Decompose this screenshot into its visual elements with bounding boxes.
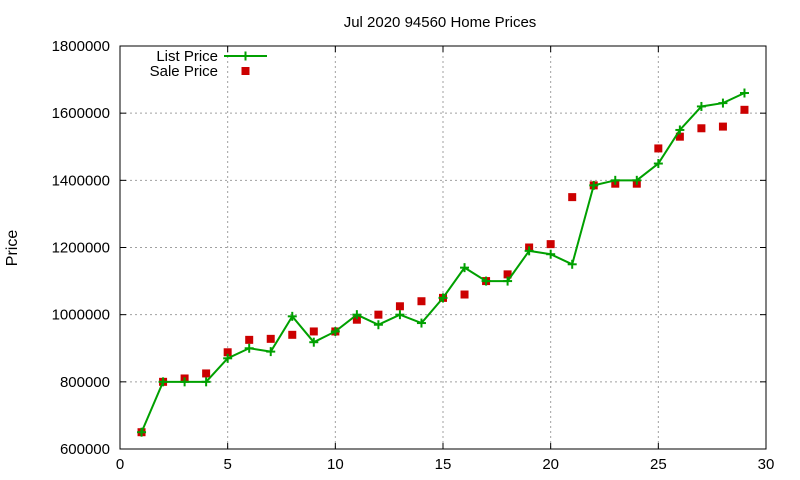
list-price-point (610, 175, 620, 185)
list-price-point (503, 276, 513, 286)
list-price-point (201, 377, 211, 387)
x-tick-label: 25 (650, 456, 667, 473)
sale-price-point (395, 302, 404, 311)
legend: List Price Sale Price (150, 48, 267, 80)
x-tick-label: 15 (435, 456, 452, 473)
list-price-point (223, 353, 233, 363)
list-price-point (180, 377, 190, 387)
list-price-point (395, 310, 405, 320)
sale-price-point (654, 144, 663, 153)
y-tick-label: 800000 (60, 374, 110, 391)
list-price-point (373, 320, 383, 330)
x-tick-label: 10 (327, 456, 344, 473)
sale-price-point (245, 335, 254, 344)
chart-title: Jul 2020 94560 Home Prices (344, 14, 537, 31)
sale-price-point (568, 193, 577, 202)
list-price-point (330, 326, 340, 336)
list-price-point (137, 427, 147, 437)
list-price-point (287, 311, 297, 321)
grid-lines (120, 46, 766, 449)
list-price-point (309, 337, 319, 347)
y-tick-label: 1600000 (52, 105, 110, 122)
series-layer (137, 88, 749, 437)
sale-price-point (309, 327, 318, 336)
list-price-point (696, 101, 706, 111)
legend-label-sale-price: Sale Price (150, 63, 218, 80)
list-price-point (675, 125, 685, 135)
sale-price-point (374, 310, 383, 319)
sale-price-point (503, 270, 512, 279)
sale-price-point (740, 105, 749, 114)
sale-price-point (546, 240, 555, 249)
axis-ticks (119, 45, 767, 450)
sale-price-point (288, 330, 297, 339)
list-price-point (438, 293, 448, 303)
tick-labels: 0 5 10 15 20 25 30 600000 800000 1000000 1200000 14… (52, 38, 775, 473)
y-tick-label: 1000000 (52, 307, 110, 324)
list-price-point (158, 377, 168, 387)
list-price-point (632, 175, 642, 185)
list-price-point (416, 318, 426, 328)
list-price-point (352, 310, 362, 320)
list-price-point (653, 159, 663, 169)
legend-label-list-price: List Price (156, 48, 218, 65)
x-tick-label: 0 (116, 456, 124, 473)
sale-price-point (718, 122, 727, 131)
list-price-point (481, 276, 491, 286)
y-tick-label: 1800000 (52, 38, 110, 55)
list-price-point (460, 263, 470, 273)
legend-swatch-sale-price (241, 67, 250, 75)
y-tick-label: 1200000 (52, 240, 110, 257)
y-tick-label: 1400000 (52, 172, 110, 189)
legend-swatch-list-price (224, 51, 267, 61)
sale-price-point (417, 297, 426, 306)
sale-price-point (460, 290, 469, 299)
list-price-point (524, 246, 534, 256)
sale-price-point (266, 334, 275, 343)
sale-price-point (223, 348, 232, 357)
list-price-point (244, 343, 254, 353)
y-axis-label: Price (4, 230, 21, 267)
y-tick-label: 600000 (60, 441, 110, 458)
list-price-point (266, 347, 276, 357)
list-price-point (718, 98, 728, 108)
sale-price-point (352, 315, 361, 324)
list-price-point (739, 88, 749, 98)
sale-price-point (697, 124, 706, 133)
list-price-point (589, 180, 599, 190)
list-price-point (567, 259, 577, 269)
x-tick-label: 5 (223, 456, 231, 473)
legend-swatches (224, 51, 267, 75)
sale-price-point (675, 132, 684, 141)
list-price-point (546, 249, 556, 259)
x-tick-label: 30 (758, 456, 775, 473)
sale-price-point (202, 369, 211, 378)
x-tick-label: 20 (542, 456, 559, 473)
